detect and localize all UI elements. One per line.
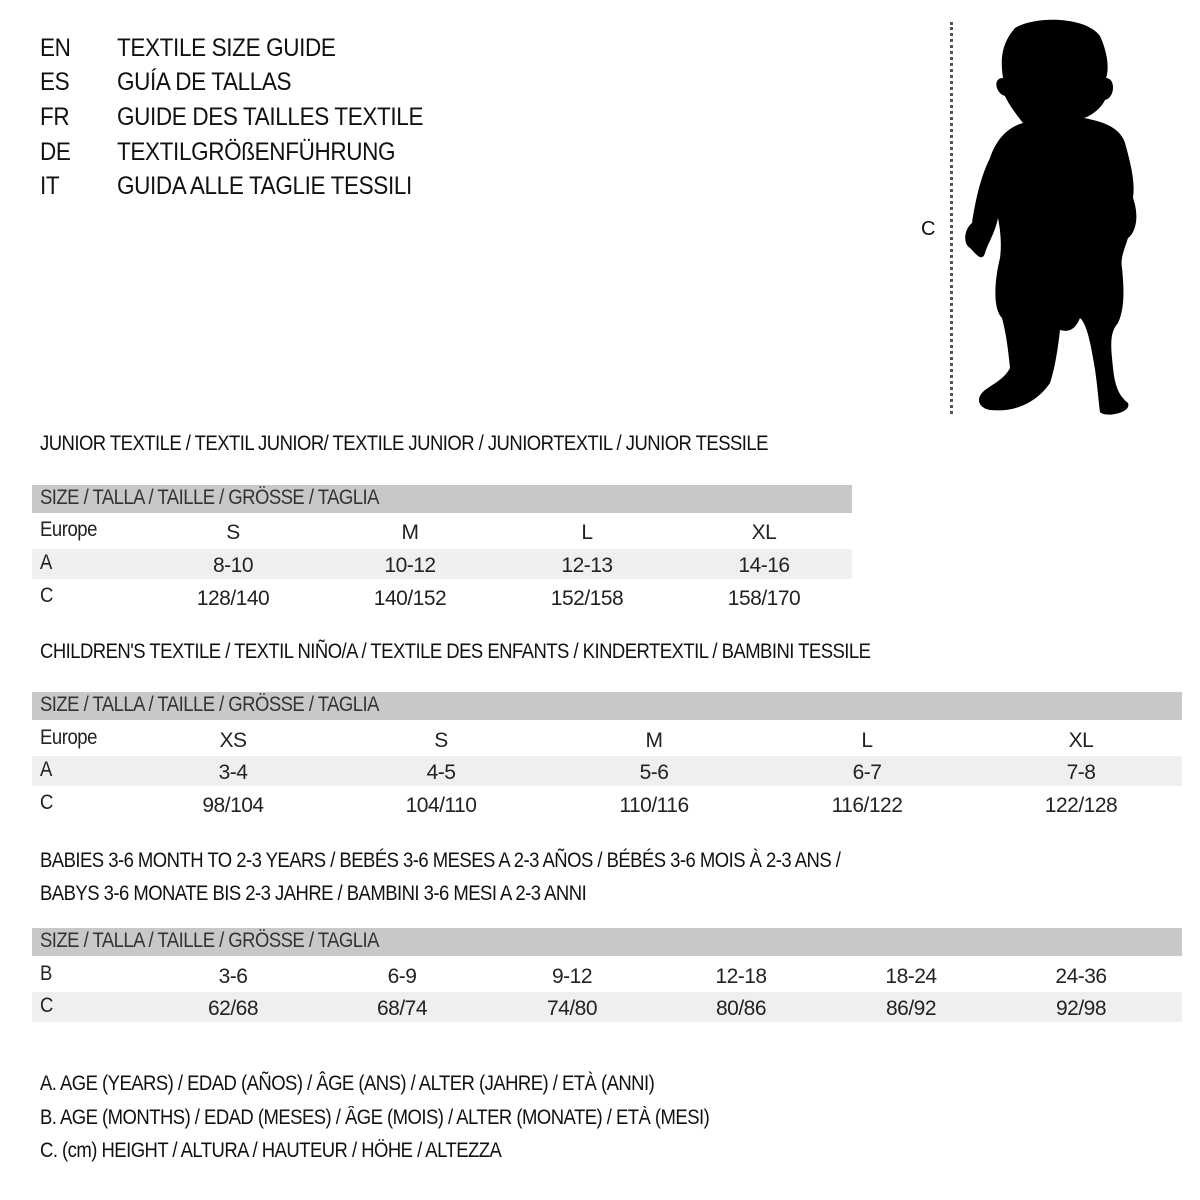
title-it: GUIDA ALLE TAGLIE TESSILI: [117, 172, 412, 200]
title-en: TEXTILE SIZE GUIDE: [117, 34, 336, 62]
table-cell: 158/170: [727, 587, 801, 610]
row-label: Europe: [40, 518, 97, 541]
lang-code-it: IT: [40, 172, 60, 200]
row-band: [32, 756, 1182, 786]
table-cell: 140/152: [373, 587, 447, 610]
table-cell: 5-6: [639, 761, 669, 784]
size-header-label: SIZE / TALLA / TAILLE / GRÖSSE / TAGLIA: [40, 693, 379, 716]
row-label: C: [40, 584, 53, 607]
table-heading: JUNIOR TEXTILE / TEXTIL JUNIOR/ TEXTILE …: [40, 432, 768, 455]
title-fr: GUIDE DES TAILLES TEXTILE: [117, 103, 424, 131]
table-heading: CHILDREN'S TEXTILE / TEXTIL NIÑO/A / TEX…: [40, 640, 871, 663]
lang-code-en: EN: [40, 34, 71, 62]
table-cell: L: [861, 729, 873, 752]
row-label: Europe: [40, 726, 97, 749]
row-label: C: [40, 791, 53, 814]
row-label: B: [40, 962, 52, 985]
table-cell: S: [434, 729, 448, 752]
table-cell: 10-12: [384, 554, 436, 577]
table-cell: 12-18: [715, 965, 767, 988]
size-header-label: SIZE / TALLA / TAILLE / GRÖSSE / TAGLIA: [40, 486, 379, 509]
table-cell: 6-7: [852, 761, 882, 784]
table-cell: XS: [219, 729, 247, 752]
table-heading: BABIES 3-6 MONTH TO 2-3 YEARS / BEBÉS 3-…: [40, 849, 841, 872]
row-label: A: [40, 758, 52, 781]
table-cell: 110/116: [619, 794, 689, 817]
table-cell: 74/80: [546, 997, 598, 1020]
title-es: GUÍA DE TALLAS: [117, 68, 292, 96]
table-cell: 7-8: [1066, 761, 1096, 784]
table-cell: S: [226, 521, 240, 544]
table-cell: 14-16: [738, 554, 790, 577]
table-cell: 122/128: [1044, 794, 1118, 817]
table-cell: 86/92: [885, 997, 937, 1020]
height-measure-label: C: [921, 218, 936, 240]
table-cell: 68/74: [376, 997, 428, 1020]
row-band: [32, 992, 1182, 1022]
title-de: TEXTILGRÖßENFÜHRUNG: [117, 138, 396, 166]
table-cell: 128/140: [196, 587, 270, 610]
legend-a: A. AGE (YEARS) / EDAD (AÑOS) / ÂGE (ANS)…: [40, 1072, 655, 1095]
table-cell: 12-13: [561, 554, 613, 577]
table-heading: BABYS 3-6 MONATE BIS 2-3 JAHRE / BAMBINI…: [40, 882, 587, 905]
table-cell: 6-9: [387, 965, 417, 988]
row-label: C: [40, 994, 53, 1017]
child-silhouette-icon: [965, 19, 1137, 415]
table-cell: 9-12: [551, 965, 593, 988]
size-header-bar: SIZE / TALLA / TAILLE / GRÖSSE / TAGLIA: [32, 928, 1182, 956]
table-cell: XL: [1068, 729, 1094, 752]
table-cell: 116/122: [831, 794, 903, 817]
lang-code-de: DE: [40, 138, 71, 166]
legend-c: C. (cm) HEIGHT / ALTURA / HAUTEUR / HÖHE…: [40, 1139, 502, 1162]
table-cell: 3-4: [218, 761, 248, 784]
size-header-bar: SIZE / TALLA / TAILLE / GRÖSSE / TAGLIA: [32, 485, 852, 513]
table-cell: 62/68: [207, 997, 259, 1020]
table-cell: 4-5: [426, 761, 456, 784]
size-header-label: SIZE / TALLA / TAILLE / GRÖSSE / TAGLIA: [40, 929, 379, 952]
height-measure-line: [950, 22, 953, 414]
row-band: [32, 549, 852, 579]
size-header-bar: SIZE / TALLA / TAILLE / GRÖSSE / TAGLIA: [32, 692, 1182, 720]
table-cell: 18-24: [885, 965, 937, 988]
table-cell: 98/104: [202, 794, 264, 817]
table-cell: L: [581, 521, 593, 544]
table-cell: XL: [751, 521, 777, 544]
table-cell: 80/86: [715, 997, 767, 1020]
table-cell: 152/158: [550, 587, 624, 610]
table-cell: M: [645, 729, 664, 752]
table-cell: M: [401, 521, 420, 544]
table-cell: 8-10: [212, 554, 254, 577]
table-cell: 92/98: [1055, 997, 1107, 1020]
row-label: A: [40, 551, 52, 574]
table-cell: 3-6: [218, 965, 248, 988]
lang-code-es: ES: [40, 68, 70, 96]
table-cell: 24-36: [1055, 965, 1107, 988]
lang-code-fr: FR: [40, 103, 70, 131]
table-cell: 104/110: [405, 794, 477, 817]
legend-b: B. AGE (MONTHS) / EDAD (MESES) / ÂGE (MO…: [40, 1106, 710, 1129]
